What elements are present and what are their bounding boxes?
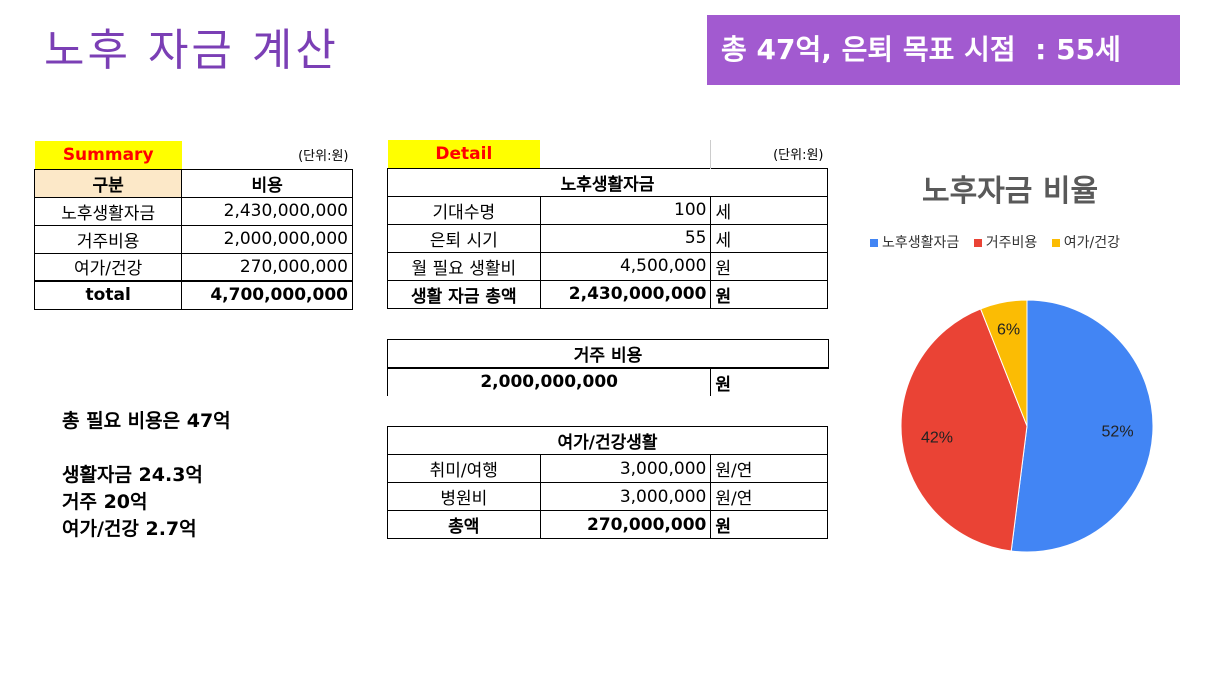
legend-swatch bbox=[973, 239, 982, 247]
row-value: 3,000,000 bbox=[539, 482, 712, 511]
row-unit: 원/연 bbox=[710, 454, 828, 483]
row-cost: 2,000,000,000 bbox=[181, 224, 353, 254]
housing-value: 2,000,000,000 bbox=[386, 366, 711, 396]
summary-banner: 총 47억, 은퇴 목표 시점 : 55세 bbox=[707, 15, 1180, 85]
summary-notes: 총 필요 비용은 47억 생활자금 24.3억 거주 20억 여가/건강 2.7… bbox=[62, 408, 231, 543]
page-title: 노후 자금 계산 bbox=[44, 25, 339, 76]
leisure-section-title: 여가/건강생활 bbox=[387, 426, 828, 455]
total-label: total bbox=[33, 280, 183, 310]
note-leisure: 여가/건강 2.7억 bbox=[62, 518, 197, 540]
total-unit: 원 bbox=[710, 279, 828, 309]
chart-title: 노후자금 비율 bbox=[922, 174, 1099, 209]
pie-data-label: 42% bbox=[921, 429, 953, 446]
summary-unit: (단위:원) bbox=[298, 149, 349, 165]
total-row: total 4,700,000,000 bbox=[33, 280, 353, 310]
housing-unit: 원 bbox=[710, 366, 829, 396]
row-value: 100 bbox=[539, 195, 712, 225]
total-label: 총액 bbox=[387, 510, 541, 539]
legend-item: 노후생활자금 bbox=[870, 235, 959, 251]
summary-label: Summary bbox=[34, 141, 182, 169]
pie-slice-노후생활자금 bbox=[1010, 300, 1154, 553]
col-header-category: 구분 bbox=[33, 168, 183, 198]
legend-label: 여가/건강 bbox=[1063, 235, 1120, 251]
note-housing: 거주 20억 bbox=[62, 491, 148, 513]
note-living: 생활자금 24.3억 bbox=[62, 464, 203, 486]
row-label: 취미/여행 bbox=[387, 454, 541, 483]
legend-swatch bbox=[1051, 239, 1060, 247]
detail-housing-table: 거주 비용 2,000,000,000 원 bbox=[386, 339, 829, 396]
detail-label: Detail bbox=[387, 140, 541, 168]
row-label: 월 필요 생활비 bbox=[387, 251, 541, 281]
row-unit: 원 bbox=[710, 251, 828, 281]
table-row: 기대수명 100 세 bbox=[387, 195, 828, 225]
pie-slice-여가/건강 bbox=[979, 300, 1028, 427]
table-row: 여가/건강 270,000,000 bbox=[33, 252, 353, 282]
row-value: 3,000,000 bbox=[539, 454, 712, 483]
legend-label: 거주비용 bbox=[985, 235, 1038, 251]
row-unit: 세 bbox=[710, 223, 828, 253]
note-total: 총 필요 비용은 47억 bbox=[62, 410, 231, 432]
detail-leisure-table: 여가/건강생활 취미/여행 3,000,000 원/연 병원비 3,000,00… bbox=[387, 426, 828, 539]
legend-label: 노후생활자금 bbox=[882, 235, 960, 251]
summary-table: Summary (단위:원) 구분 비용 노후생활자금 2,430,000,00… bbox=[33, 141, 353, 310]
total-value: 2,430,000,000 bbox=[539, 279, 712, 309]
legend-item: 거주비용 bbox=[973, 235, 1038, 251]
housing-section-title: 거주 비용 bbox=[387, 339, 829, 368]
legend-swatch bbox=[870, 239, 878, 247]
row-label: 은퇴 시기 bbox=[387, 223, 541, 253]
total-row: 생활 자금 총액 2,430,000,000 원 bbox=[387, 279, 828, 309]
note-spacer bbox=[62, 435, 231, 462]
pie-data-label: 6% bbox=[997, 321, 1020, 338]
total-unit: 원 bbox=[710, 510, 828, 539]
table-row: 병원비 3,000,000 원/연 bbox=[387, 482, 828, 511]
table-row: 은퇴 시기 55 세 bbox=[387, 223, 828, 253]
total-value: 270,000,000 bbox=[539, 510, 712, 539]
row-cost: 270,000,000 bbox=[181, 252, 353, 282]
blank-cell bbox=[540, 140, 711, 168]
row-label: 병원비 bbox=[387, 482, 541, 511]
row-category: 노후생활자금 bbox=[33, 196, 183, 226]
row-unit: 원/연 bbox=[710, 482, 828, 511]
total-value: 4,700,000,000 bbox=[181, 280, 353, 310]
total-row: 총액 270,000,000 원 bbox=[387, 510, 828, 539]
row-label: 기대수명 bbox=[387, 195, 541, 225]
row-value: 4,500,000 bbox=[539, 251, 712, 281]
detail-living-table: Detail (단위:원) 노후생활자금 기대수명 100 세 은퇴 시기 55… bbox=[387, 140, 828, 309]
table-row: 거주비용 2,000,000,000 bbox=[33, 224, 353, 254]
table-row: 2,000,000,000 원 bbox=[386, 366, 829, 396]
living-section-title: 노후생활자금 bbox=[387, 167, 828, 197]
row-category: 거주비용 bbox=[33, 224, 183, 254]
chart-legend: 노후생활자금 거주비용 여가/건강 bbox=[870, 232, 1130, 252]
pie-data-label: 52% bbox=[1102, 424, 1134, 441]
total-label: 생활 자금 총액 bbox=[387, 279, 541, 309]
row-category: 여가/건강 bbox=[33, 252, 183, 282]
row-cost: 2,430,000,000 bbox=[181, 196, 353, 226]
row-unit: 세 bbox=[710, 195, 828, 225]
table-row: 노후생활자금 2,430,000,000 bbox=[33, 196, 353, 226]
row-value: 55 bbox=[539, 223, 712, 253]
pie-slice-거주비용 bbox=[900, 308, 1028, 552]
table-row: 취미/여행 3,000,000 원/연 bbox=[387, 454, 828, 483]
detail-unit: (단위:원) bbox=[710, 140, 828, 168]
pie-chart: 52% 42% 6% bbox=[900, 300, 1154, 553]
col-header-cost: 비용 bbox=[181, 168, 353, 198]
legend-item: 여가/건강 bbox=[1051, 235, 1120, 251]
table-row: 월 필요 생활비 4,500,000 원 bbox=[387, 251, 828, 281]
